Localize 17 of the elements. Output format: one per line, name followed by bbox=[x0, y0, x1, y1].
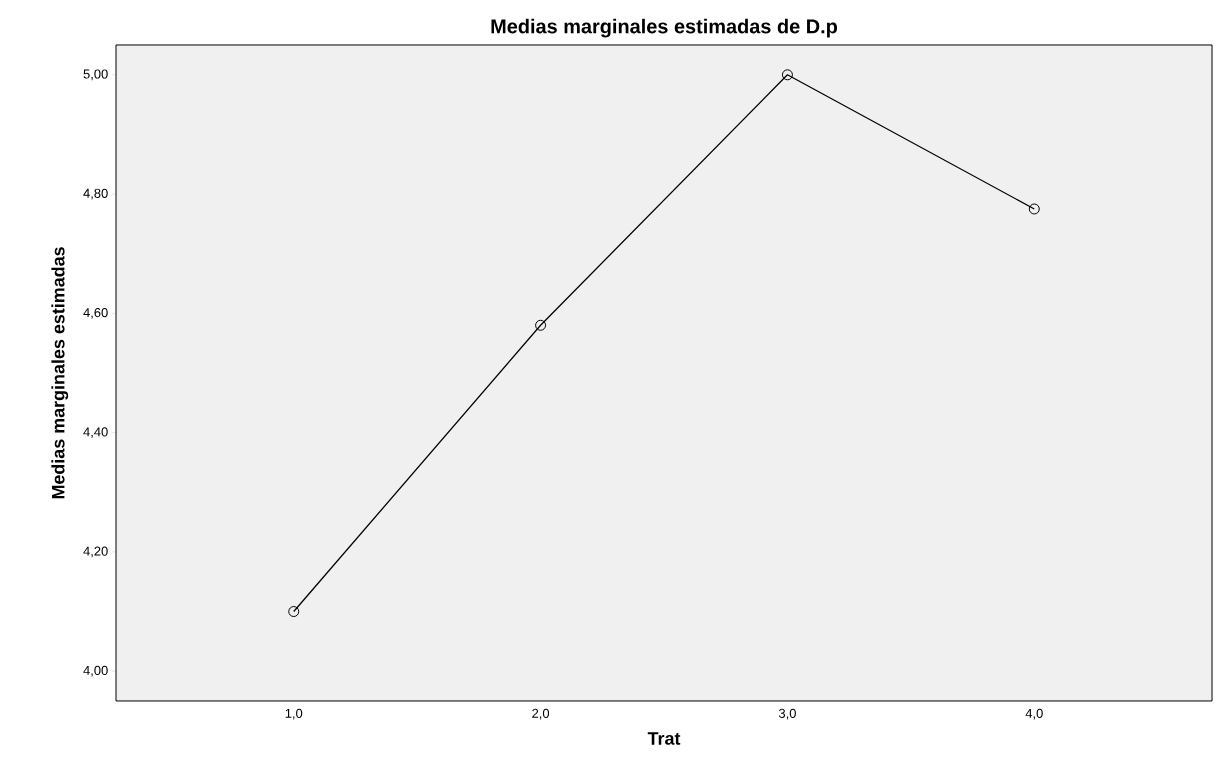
y-tick-label: 4,20 bbox=[83, 546, 108, 558]
x-tick-label: 4,0 bbox=[1025, 708, 1043, 720]
point bbox=[288, 606, 300, 618]
point bbox=[535, 319, 547, 331]
y-tick-label: 4,60 bbox=[83, 307, 108, 319]
point bbox=[781, 69, 793, 81]
x-tick-label: 2,0 bbox=[532, 708, 550, 720]
y-tick-label: 4,00 bbox=[83, 665, 108, 677]
x-tick-label: 1,0 bbox=[285, 708, 303, 720]
chart-title: Medias marginales estimadas de D.p bbox=[491, 18, 838, 38]
y-tick-label: 4,80 bbox=[83, 188, 108, 200]
y-tick-label: 5,00 bbox=[83, 69, 108, 81]
y-tick-label: 4,40 bbox=[83, 427, 108, 438]
x-axis-title: Trat bbox=[647, 732, 681, 745]
y-axis-title: Medias marginales estimadas bbox=[51, 247, 69, 499]
point bbox=[1028, 203, 1040, 215]
x-tick-label: 3,0 bbox=[778, 708, 796, 720]
